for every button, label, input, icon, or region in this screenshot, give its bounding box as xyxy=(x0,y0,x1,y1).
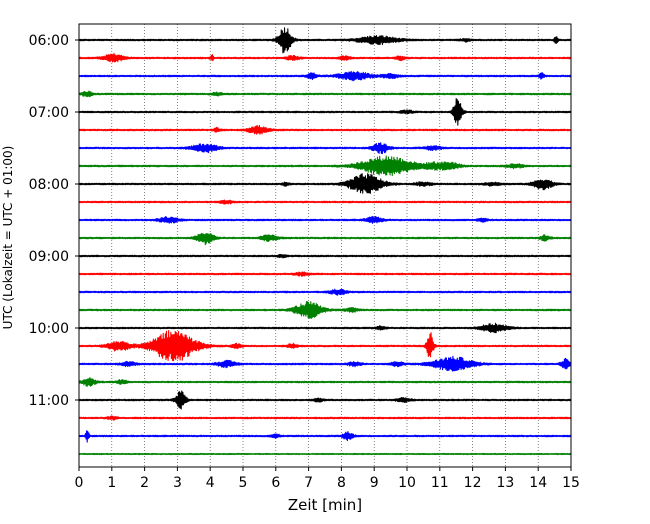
trace-row-14 xyxy=(78,288,572,296)
x-tick-label: 14 xyxy=(529,475,547,491)
y-tick-label: 09:00 xyxy=(29,249,69,265)
trace-row-4 xyxy=(78,98,572,126)
x-tick-label: 6 xyxy=(271,475,280,491)
x-tick-label: 9 xyxy=(370,475,379,491)
y-tick-label: 06:00 xyxy=(29,33,69,49)
x-tick-label: 10 xyxy=(398,475,416,491)
trace-row-17 xyxy=(78,329,572,362)
trace-row-22 xyxy=(78,430,572,443)
y-tick-label: 10:00 xyxy=(29,321,69,337)
trace-row-19 xyxy=(78,377,572,387)
x-tick-label: 4 xyxy=(206,475,215,491)
x-tick-label: 8 xyxy=(337,475,346,491)
trace-row-10 xyxy=(78,215,572,224)
trace-row-21 xyxy=(78,415,572,421)
plot-frame xyxy=(78,23,572,468)
trace-row-11 xyxy=(78,232,572,246)
x-tick-label: 1 xyxy=(107,475,116,491)
x-tick-label: 13 xyxy=(496,475,514,491)
x-tick-label: 11 xyxy=(431,475,449,491)
trace-row-7 xyxy=(78,155,572,177)
y-axis-label: UTC (Lokalzeit = UTC + 01:00) xyxy=(1,146,15,330)
trace-row-8 xyxy=(78,173,572,194)
y-axis-ticks: 06:00 07:00 08:00 09:00 10:00 11:00 xyxy=(29,33,79,409)
trace-row-9 xyxy=(78,199,572,205)
y-tick-label: 08:00 xyxy=(29,177,69,193)
trace-row-6 xyxy=(78,142,572,155)
x-tick-label: 15 xyxy=(562,475,580,491)
x-tick-label: 3 xyxy=(173,475,182,491)
trace-row-15 xyxy=(78,301,572,319)
trace-row-12 xyxy=(78,253,572,259)
y-tick-label: 07:00 xyxy=(29,105,69,121)
trace-row-20 xyxy=(78,390,572,410)
trace-row-2 xyxy=(78,70,572,82)
trace-row-1 xyxy=(78,52,572,63)
x-axis-label: Zeit [min] xyxy=(288,496,362,514)
trace-row-5 xyxy=(78,124,572,135)
x-tick-label: 5 xyxy=(239,475,248,491)
trace-row-0 xyxy=(78,27,572,54)
trace-row-16 xyxy=(78,322,572,334)
trace-row-23 xyxy=(78,452,572,456)
x-tick-label: 0 xyxy=(75,475,84,491)
x-tick-label: 2 xyxy=(140,475,149,491)
y-tick-label: 11:00 xyxy=(29,393,69,409)
x-tick-label: 7 xyxy=(304,475,313,491)
trace-row-3 xyxy=(78,90,572,98)
x-tick-label: 12 xyxy=(464,475,482,491)
x-axis-ticks: 0 1 2 3 4 5 6 7 8 9 10 11 12 13 14 15 xyxy=(75,467,580,491)
vertical-grid xyxy=(111,24,539,467)
seismogram-traces xyxy=(78,27,572,456)
trace-row-13 xyxy=(78,271,572,277)
trace-row-18 xyxy=(78,355,572,372)
